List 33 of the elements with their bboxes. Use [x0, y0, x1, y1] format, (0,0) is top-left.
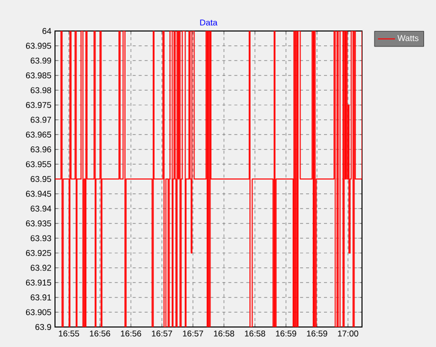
y-tick-label: 63.925	[26, 250, 52, 256]
chart-title: Data	[200, 20, 218, 26]
y-tick-label: 63.965	[26, 132, 52, 138]
y-tick-label: 63.955	[26, 161, 52, 168]
y-tick-label: 63.93	[30, 235, 52, 242]
x-tick-label: 16:57	[182, 330, 204, 337]
x-tick-label: 16:58	[244, 330, 266, 337]
y-tick-label: 63.94	[30, 206, 52, 212]
x-tick-label: 16:56	[90, 330, 110, 337]
y-tick-label: 63.945	[26, 190, 52, 197]
y-tick-label: 63.915	[26, 280, 52, 286]
x-tick-label: 16:55	[58, 330, 80, 337]
y-tick-label: 63.95	[30, 176, 52, 182]
x-tick-label: 16:59	[307, 330, 328, 337]
y-tick-label: 63.97	[30, 116, 52, 123]
x-tick-label: 16:57	[152, 330, 172, 337]
x-tick-label: 16:58	[214, 330, 234, 337]
y-tick-label: 64	[42, 28, 52, 34]
x-tick-label: 17:00	[338, 330, 358, 337]
y-tick-label: 63.985	[26, 72, 52, 78]
y-tick-label: 63.975	[26, 102, 52, 108]
y-tick-label: 63.935	[26, 220, 52, 226]
y-tick-label: 63.91	[30, 294, 52, 300]
y-tick-label: 63.9	[35, 324, 52, 330]
y-tick-label: 63.98	[30, 87, 52, 94]
legend-label: Watts	[398, 35, 418, 42]
y-tick-label: 63.96	[30, 146, 52, 152]
y-tick-label: 63.905	[26, 309, 52, 316]
y-tick-label: 63.92	[30, 264, 52, 271]
y-tick-label: 63.99	[30, 58, 52, 64]
x-tick-label: 16:56	[120, 330, 142, 337]
y-tick-label: 63.995	[26, 42, 52, 49]
x-tick-label: 16:59	[276, 330, 296, 337]
